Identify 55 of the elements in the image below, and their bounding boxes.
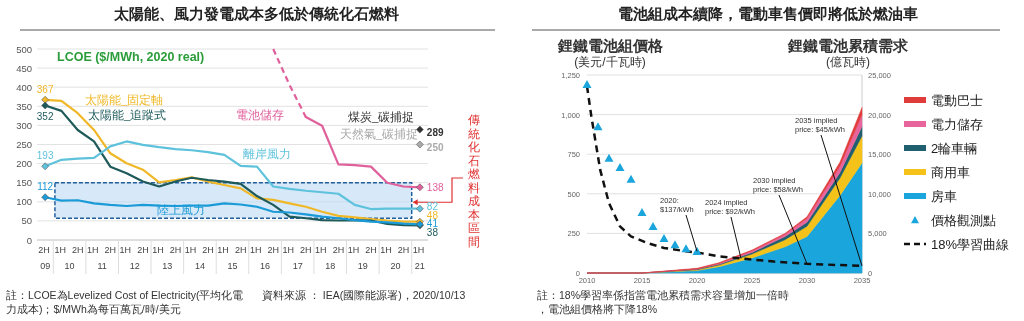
y-tick-label: 150	[16, 177, 32, 189]
text: 傳統化石燃料成本區間	[468, 113, 480, 249]
source-note: 資料來源 ： IEA(國際能源署)，2020/10/13	[262, 289, 466, 301]
data-label: 138	[426, 181, 444, 193]
x-tick-label: 2H	[300, 245, 312, 255]
y-tick-label: 450	[16, 62, 32, 74]
data-label: 82	[426, 201, 439, 213]
x-tick-label: 1H 21	[412, 245, 427, 271]
y-tick-label: 500	[16, 43, 32, 55]
x-tick-label: 2H	[137, 245, 149, 255]
y-tick-label: 400	[16, 81, 32, 93]
series-label: 離岸風力	[243, 148, 291, 160]
legend-label: 商用車	[931, 165, 970, 180]
data-label: 112	[37, 181, 54, 193]
x-tick-label: 2H	[234, 245, 247, 255]
data-label: 250	[426, 142, 444, 153]
x-tick-label: 2H	[169, 245, 182, 255]
legend-label: 電動巴士	[931, 93, 983, 108]
y-tick-label: 250	[16, 139, 32, 150]
chart-subtitle: LCOE ($/MWh, 2020 real)	[57, 50, 205, 64]
x-tick-label: 2H	[397, 245, 410, 255]
y-tick-label: 100	[16, 196, 32, 208]
data-label: 289	[426, 127, 444, 139]
series-label: 天然氣_碳捕捉	[340, 127, 419, 140]
text: 註：LCOE為Levelized Cost of Electricity(平均化電力成本)；$/MWh為每百萬瓦/時/美元	[6, 289, 244, 315]
chart-title: 電池組成本續降，電動車售價即將低於燃油車	[618, 5, 918, 22]
y2-axis-title: 鋰鐵電池累積需求 (億瓦時)	[787, 37, 909, 69]
y-tick-label: 0	[26, 234, 32, 246]
data-label: 352	[36, 110, 54, 122]
x-tick-label: 2H	[104, 245, 117, 255]
series-label: 太陽能_固定軸	[85, 93, 164, 106]
y-tick-label: 200	[16, 158, 32, 170]
series-label: 煤炭_碳捕捉	[348, 110, 415, 123]
legend-label: 價格觀測點	[931, 213, 996, 228]
data-label: 193	[36, 150, 54, 162]
data-label: 367	[36, 83, 54, 95]
x-tick-label: 2H	[267, 245, 279, 255]
y-tick-label: 350	[16, 100, 32, 112]
legend-label: 18%學習曲線	[931, 237, 1010, 252]
series-label: 太陽能_追蹤式	[88, 109, 167, 121]
y-tick-label: 50	[21, 215, 32, 227]
y-tick-label: 300	[16, 119, 32, 131]
series-label: 電池儲存	[236, 109, 284, 121]
legend-label: 房車	[931, 189, 957, 204]
data-label: 38	[426, 226, 439, 238]
x-tick-label: 2H	[202, 245, 214, 255]
text: 註：18%學習率係指當電池累積需求容量增加一倍時，電池組價格將下降18%	[537, 289, 790, 315]
y-axis-title: 鋰鐵電池組價格 (美元/千瓦時)	[556, 37, 664, 69]
x-tick-label: 2H	[365, 245, 377, 255]
legend-label: 電力儲存	[931, 117, 983, 132]
x-tick-label: 2H 09	[38, 245, 53, 271]
x-tick-label: 2H	[332, 245, 345, 255]
chart-title: 太陽能、風力發電成本多低於傳統化石燃料	[112, 5, 399, 22]
x-tick-label: 2H	[71, 245, 84, 255]
legend-label: 2輪車輛	[931, 141, 978, 156]
